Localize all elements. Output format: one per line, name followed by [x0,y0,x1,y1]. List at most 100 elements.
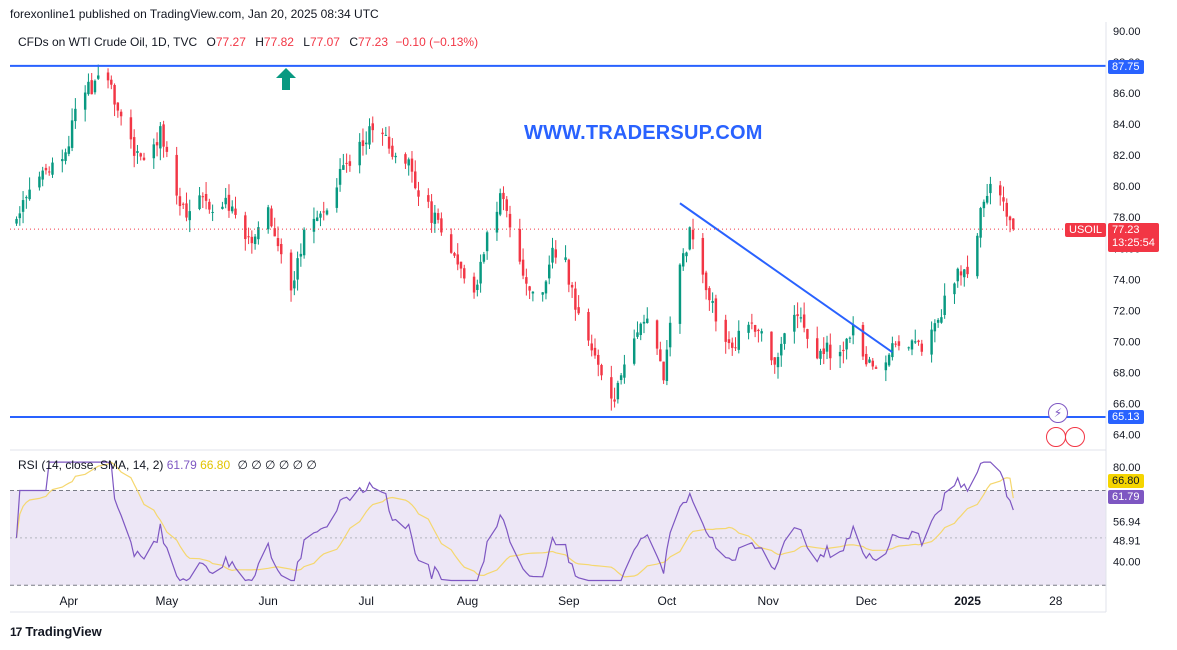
open-label: O [206,35,216,49]
candle-body [708,288,711,301]
candle [132,129,136,168]
candle-body [247,236,250,238]
candle [819,348,822,365]
candle [701,233,705,284]
candle [299,243,303,267]
candle-body [178,196,182,207]
candle-body [253,236,257,245]
candle-body [623,364,626,378]
candle-body [315,217,319,221]
candle-body [404,154,407,164]
candle [665,340,669,386]
candles [15,64,1015,411]
candle-body [518,229,522,262]
candle-body [976,235,979,277]
candle [521,248,525,280]
candle-body [659,349,662,362]
candle [891,336,894,361]
candle-body [688,227,691,250]
candle-body [636,332,639,337]
candle [312,207,316,244]
candle-body [440,218,443,233]
candle-body [476,284,479,291]
candle-body [737,330,741,350]
time-tick-label: Nov [758,594,779,608]
candle [714,294,718,332]
candle-body [894,343,897,345]
candle [822,337,825,365]
candle [181,202,185,209]
candle-body [44,167,48,171]
candle [296,251,299,291]
us-flag-icon[interactable] [1065,427,1085,447]
symbol-label[interactable]: CFDs on WTI Crude Oil, 1D, TVC [18,35,198,49]
candle-body [289,252,293,291]
candle-body [597,354,600,365]
candle [600,363,603,381]
candle-body [554,249,557,258]
symbol-tag: USOIL [1065,223,1107,237]
candle-body [391,145,394,157]
candle-body [87,81,90,95]
candle [518,218,522,265]
price-tick-label: 78.00 [1113,212,1141,224]
candle [734,337,737,352]
candle-body [345,162,348,164]
candle-body [727,339,731,344]
candle [338,158,342,192]
footer-brand[interactable]: 17 TradingView [10,624,102,639]
candle [410,151,414,183]
candle-body [83,92,87,110]
bolt-icon[interactable]: ⚡ [1048,403,1068,423]
open-value: 77.27 [215,35,246,49]
candle [982,199,986,218]
candle-body [662,361,665,381]
candle-body [155,142,159,146]
us-flag-icon[interactable] [1046,427,1066,447]
time-tick-label: Dec [856,594,877,608]
candle [381,128,384,146]
candle [685,251,688,263]
candle [28,177,31,201]
candle-body [25,197,28,199]
candle-body [806,329,809,339]
candle-body [874,367,878,369]
candle [691,218,695,250]
candle [587,308,590,346]
candle [70,108,74,152]
change-value: −0.10 (−0.13%) [395,35,479,49]
candle [655,319,659,355]
countdown: 13:25:54 [1112,237,1155,249]
candle [391,138,394,160]
candle [668,316,672,357]
rsi-extras: ∅ ∅ ∅ ∅ ∅ ∅ [237,458,317,472]
candle [293,271,296,296]
rsi-label[interactable]: RSI (14, close, SMA, 14, 2) [18,458,164,472]
candle [838,345,842,368]
candle-body [825,342,829,352]
candle [456,243,459,271]
price-tick-label: 82.00 [1113,150,1141,162]
candle [224,187,227,209]
candle [776,352,780,379]
candle-body [848,337,852,339]
candle [440,212,443,236]
candle [25,195,28,209]
candle-body [953,283,956,295]
candle-body [472,276,476,293]
candle [289,249,293,302]
candle [1008,215,1012,233]
candle [943,283,946,319]
candle-body [731,342,734,348]
candle [570,282,574,298]
candle [642,314,646,334]
candle-body [979,208,982,238]
candle-body [613,399,616,402]
candle-body [335,187,339,208]
candle [688,226,691,251]
candle [476,279,479,297]
candle-body [711,301,714,303]
candle [221,201,224,210]
candle [21,191,25,224]
